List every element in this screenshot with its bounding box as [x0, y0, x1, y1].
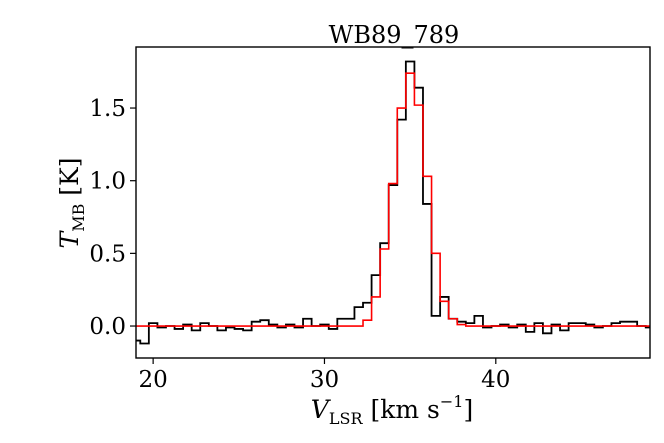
y-tick-label: 0.5: [89, 241, 126, 267]
y-tick-label: 1.5: [89, 96, 126, 122]
plot-frame: [135, 46, 651, 359]
series-line-observed: [136, 60, 650, 345]
series-line-model: [136, 72, 650, 327]
y-tick-label: 1.0: [89, 169, 126, 195]
x-axis-symbol: V: [311, 395, 332, 424]
y-axis-subscript: MB: [69, 204, 88, 232]
y-axis-unit: [K]: [55, 158, 84, 204]
y-axis-label: TMB [K]: [55, 158, 88, 249]
x-axis-label: VLSR [km s−1]: [311, 392, 473, 428]
y-tick-label: 0.0: [89, 314, 126, 340]
chart-title: WB89_789: [329, 21, 460, 49]
x-axis-unit-prefix: [km s: [363, 395, 440, 424]
y-axis-symbol: T: [55, 229, 84, 248]
x-tick-label: 40: [481, 367, 510, 393]
x-axis-subscript: LSR: [329, 409, 364, 428]
x-axis-unit-exponent: −1: [440, 392, 464, 411]
series-layer: [136, 60, 650, 345]
x-tick-label: 30: [310, 367, 339, 393]
x-tick-label: 20: [138, 367, 167, 393]
tick-layer: 20 30 40 0.0 0.5 1.0 1.5: [89, 96, 510, 393]
x-axis-unit-suffix: ]: [463, 395, 473, 424]
